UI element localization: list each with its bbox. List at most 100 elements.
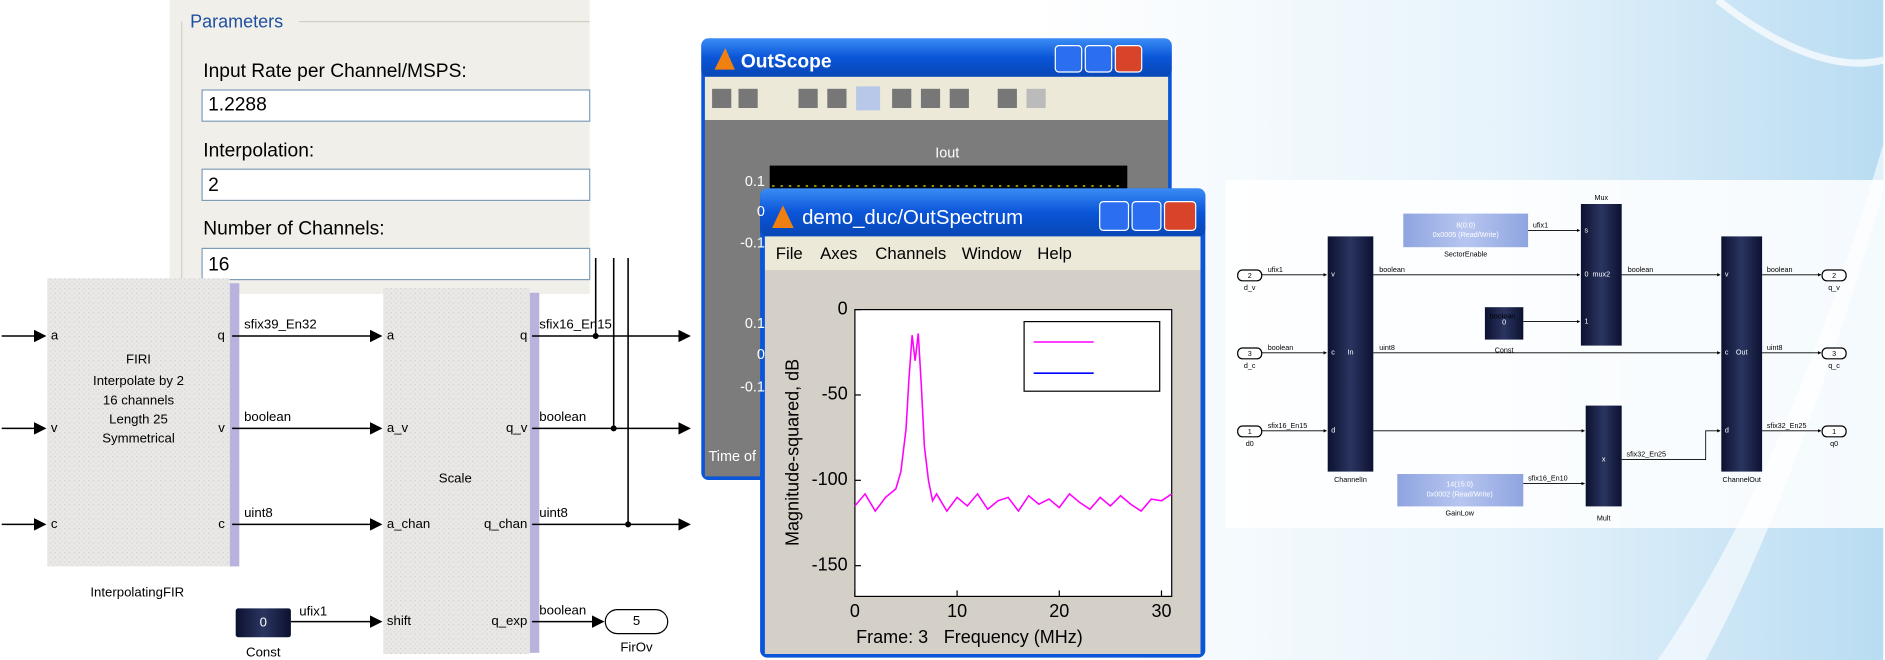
y-tick-label: 0.1 <box>745 316 765 332</box>
window-title: OutScope <box>741 51 832 72</box>
port-label: s <box>1585 225 1589 234</box>
signal-label: boolean <box>1628 265 1654 274</box>
field-label: Input Rate per Channel/MSPS: <box>203 61 466 82</box>
port-name: d_c <box>1244 361 1256 370</box>
block-text: FIRI <box>126 351 151 366</box>
block-name: SectorEnable <box>1444 249 1487 258</box>
shape <box>593 333 599 339</box>
shape <box>739 89 758 108</box>
menu-item[interactable]: Channels <box>875 244 946 263</box>
panel-title: Parameters <box>190 12 283 32</box>
signal-label: sfix32_En25 <box>1767 421 1807 430</box>
port-number: 2 <box>1248 271 1252 280</box>
port-label: q <box>218 327 225 342</box>
shape <box>827 89 846 108</box>
shape <box>1165 202 1196 231</box>
port-label: a <box>387 327 395 342</box>
field-value: 2 <box>208 175 219 196</box>
port-name: q_c <box>1828 361 1840 370</box>
y-tick-label: 0 <box>838 298 848 318</box>
signal-label: uint8 <box>1379 343 1395 352</box>
menu-item[interactable]: Axes <box>820 244 857 263</box>
port-number: 1 <box>1248 427 1252 436</box>
signal-label: ufix1 <box>1533 221 1548 230</box>
port-label: v <box>1725 270 1729 279</box>
block-name: Const <box>246 644 281 659</box>
x-axis-label: Frequency (MHz) <box>944 627 1083 647</box>
port-label: q_v <box>506 420 528 435</box>
menu-item[interactable]: File <box>776 244 803 263</box>
field-value: 16 <box>208 254 229 275</box>
port-label: v <box>218 420 225 435</box>
port-label: q <box>520 327 527 342</box>
port-number: 3 <box>1248 349 1252 358</box>
block-text: In <box>1348 348 1354 357</box>
y-axis-label: Magnitude-squared, dB <box>782 359 802 546</box>
y-tick-label: -150 <box>812 554 848 574</box>
shape <box>1055 46 1081 72</box>
port-label: 1 <box>1585 317 1589 326</box>
port-label: shift <box>387 613 412 628</box>
shape <box>1085 46 1111 72</box>
block-text: Out <box>1736 348 1748 357</box>
block-text: 0x0002 (Read/Write) <box>1427 489 1493 498</box>
menu-item[interactable]: Help <box>1037 244 1072 263</box>
block-name: GainLow <box>1446 509 1475 518</box>
shape <box>799 89 818 108</box>
signal-label: ufix1 <box>299 603 327 618</box>
shape <box>202 169 590 200</box>
signal-label: uint8 <box>539 505 568 520</box>
block-text: Interpolate by 2 <box>93 373 184 388</box>
plot-title: Iout <box>935 145 959 161</box>
block-name: ChannelIn <box>1334 475 1367 484</box>
legend-box <box>1024 322 1160 392</box>
block-name: Mult <box>1597 513 1611 522</box>
port-label: v <box>51 420 58 435</box>
port-label: v <box>1331 270 1335 279</box>
block-name: Const <box>1495 345 1514 354</box>
shape <box>1100 202 1129 231</box>
port-name: q_v <box>1828 283 1840 292</box>
port-number: 2 <box>1832 271 1836 280</box>
block-text: 14(15:0) <box>1446 480 1473 489</box>
x-tick-label: 30 <box>1151 601 1171 621</box>
y-tick-label: 0.1 <box>745 174 765 190</box>
port-label: c <box>1725 348 1729 357</box>
signal-label: boolean <box>1379 265 1405 274</box>
menu-item[interactable]: Window <box>962 244 1023 263</box>
signal-label: boolean <box>539 409 586 424</box>
shape <box>921 89 940 108</box>
signal-label: boolean <box>1268 343 1294 352</box>
port-label: a_chan <box>387 516 430 531</box>
signal-label: boolean <box>539 602 586 617</box>
port-label: a <box>51 327 59 342</box>
port-label: c <box>218 516 225 531</box>
block-text: Symmetrical <box>102 431 175 446</box>
signal-label: sfix39_En32 <box>244 317 317 332</box>
port-name: q0 <box>1830 439 1838 448</box>
block-name: Mux <box>1595 193 1609 202</box>
shape <box>530 293 540 653</box>
shape <box>202 248 590 279</box>
port-name: d0 <box>1246 439 1254 448</box>
port-label: d <box>1331 426 1335 435</box>
shape <box>625 521 631 527</box>
port-label: a_v <box>387 420 409 435</box>
x-tick-label: 10 <box>947 601 967 621</box>
y-tick-label: 0 <box>757 204 765 220</box>
block-name: ChannelOut <box>1723 475 1761 484</box>
y-tick-label: -0.1 <box>740 379 765 395</box>
block-text: x <box>1602 455 1606 464</box>
block-name: InterpolatingFIR <box>90 584 184 599</box>
shape <box>998 89 1017 108</box>
signal-label: boolean <box>1767 265 1793 274</box>
shape <box>950 89 969 108</box>
signal-label: sfix16_En15 <box>1268 421 1308 430</box>
port-number: 3 <box>1832 349 1836 358</box>
port-number: 1 <box>1832 427 1836 436</box>
port-label: q_chan <box>484 516 527 531</box>
status-text: Time of <box>709 449 757 465</box>
frame-label: Frame: 3 <box>856 627 928 647</box>
signal-label: boolean <box>1490 312 1516 321</box>
shape <box>892 89 911 108</box>
